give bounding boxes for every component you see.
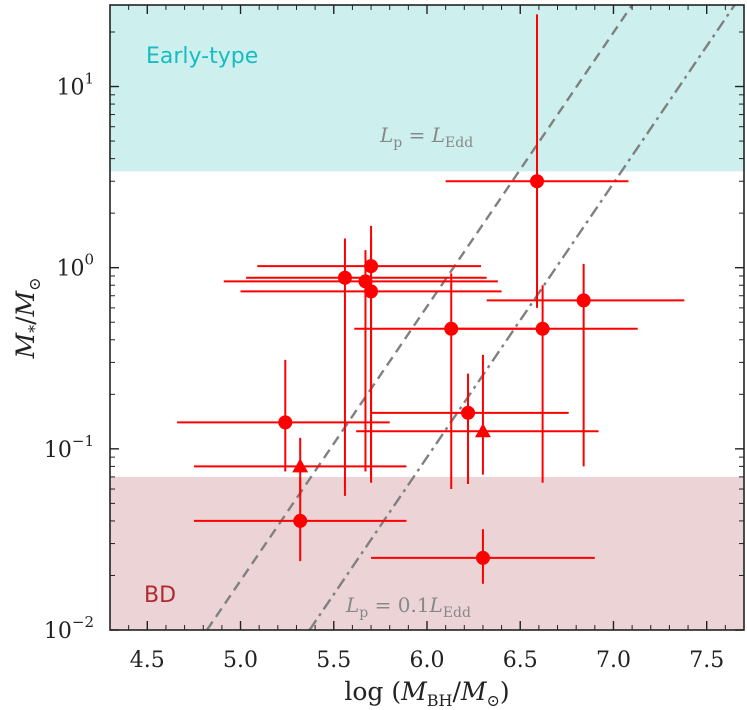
data-point-circle bbox=[193, 478, 407, 562]
tenth-eddington-line bbox=[308, 4, 736, 631]
region-early-type bbox=[110, 5, 744, 172]
eddington-line bbox=[205, 4, 634, 631]
chart-labels: Early-type BD Lp = LEdd Lp = 0.1LEdd 4.5 5.0 5… bbox=[11, 44, 724, 710]
data-point-triangle bbox=[356, 354, 599, 475]
circle-marker bbox=[278, 415, 293, 430]
data-point-circle bbox=[371, 529, 595, 584]
x-axis-label: log (MBH/M⊙) bbox=[344, 677, 509, 710]
y-tick-label: 101 bbox=[56, 70, 94, 101]
plot-frame bbox=[109, 4, 745, 631]
triangle-marker bbox=[292, 458, 309, 473]
data-point-circle bbox=[354, 273, 551, 490]
triangle-marker bbox=[474, 423, 491, 438]
circle-marker bbox=[293, 513, 308, 528]
axis-ticks bbox=[110, 5, 744, 631]
data-points bbox=[177, 14, 685, 584]
y-axis-label: M*/M⊙ bbox=[11, 277, 44, 359]
eddington-line-label: Lp = LEdd bbox=[379, 123, 473, 151]
data-point-circle bbox=[177, 359, 390, 472]
data-point-circle bbox=[371, 373, 569, 484]
data-point-circle bbox=[223, 250, 498, 472]
circle-marker bbox=[364, 284, 379, 299]
data-point-circle bbox=[257, 225, 482, 483]
x-tick-label: 7.0 bbox=[596, 648, 631, 673]
region-label-early-type: Early-type bbox=[146, 44, 258, 69]
y-tick-label: 10−2 bbox=[44, 613, 94, 644]
shaded-regions bbox=[110, 5, 744, 630]
region-label-bd: BD bbox=[144, 583, 176, 608]
circle-marker bbox=[475, 550, 490, 565]
reference-lines bbox=[205, 4, 736, 631]
circle-marker bbox=[576, 293, 591, 308]
x-tick-label: 6.0 bbox=[410, 648, 445, 673]
y-tick-label: 10−1 bbox=[44, 432, 94, 463]
data-point-circle bbox=[486, 263, 685, 467]
data-point-circle bbox=[445, 14, 629, 308]
x-tick-label: 5.5 bbox=[316, 648, 351, 673]
data-point-circle bbox=[447, 285, 638, 483]
x-tick-label: 7.5 bbox=[689, 648, 724, 673]
tenth-eddington-line-label: Lp = 0.1LEdd bbox=[345, 593, 471, 621]
circle-marker bbox=[337, 270, 352, 285]
y-tick-label: 100 bbox=[56, 251, 94, 282]
x-tick-label: 6.5 bbox=[503, 648, 538, 673]
circle-marker bbox=[461, 405, 476, 420]
circle-marker bbox=[530, 174, 545, 189]
x-tick-label: 4.5 bbox=[130, 648, 165, 673]
data-point-triangle bbox=[193, 437, 407, 496]
region-bd bbox=[110, 476, 744, 630]
circle-marker bbox=[535, 321, 550, 336]
x-tick-label: 5.0 bbox=[223, 648, 258, 673]
data-point-circle bbox=[240, 238, 502, 477]
